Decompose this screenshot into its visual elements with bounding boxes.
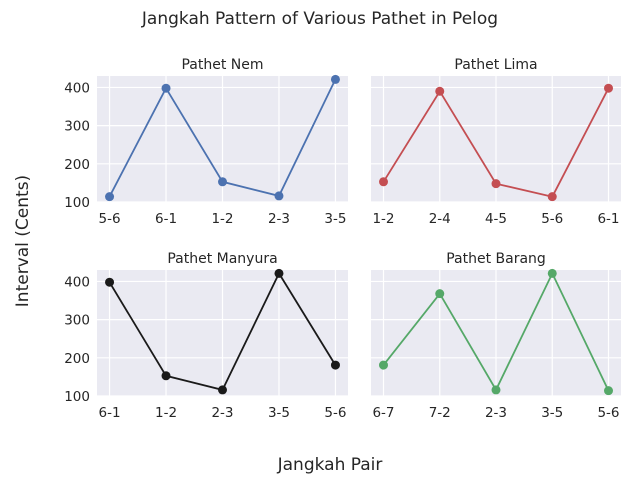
x-tick-label: 3-5	[541, 405, 563, 421]
y-tick-label: 100	[64, 195, 90, 211]
x-tick-label: 5-6	[99, 211, 121, 227]
x-tick-label: 1-2	[372, 211, 394, 227]
y-tick-label: 400	[64, 80, 90, 96]
data-point	[161, 83, 171, 93]
data-point	[491, 179, 501, 189]
data-point	[218, 385, 227, 395]
data-point	[547, 192, 557, 202]
x-tick-label: 2-4	[429, 211, 451, 227]
data-point	[491, 385, 501, 395]
subplot-title: Pathet Lima	[454, 57, 537, 73]
data-point	[379, 360, 388, 370]
subplot-title: Pathet Nem	[181, 57, 263, 73]
y-tick-label: 300	[64, 119, 90, 135]
y-tick-label: 400	[64, 274, 90, 290]
x-tick-label: 4-5	[485, 211, 507, 227]
subplot-title: Pathet Barang	[446, 251, 546, 267]
y-tick-label: 300	[64, 313, 90, 329]
x-tick-label: 5-6	[324, 405, 346, 421]
data-point	[105, 192, 115, 202]
x-tick-label: 5-6	[597, 405, 619, 421]
data-point	[330, 360, 340, 370]
subplot-3: 100 200 300 400 6-1 1-2 2-3 3-5 5-6 Pathet Manyur…	[64, 251, 348, 421]
data-point	[379, 177, 388, 187]
x-tick-label: 6-1	[99, 405, 121, 421]
data-point	[604, 83, 613, 93]
x-tick-label: 7-2	[429, 405, 451, 421]
x-tick-label: 2-3	[485, 405, 507, 421]
figure-title: Jangkah Pattern of Various Pathet in Pel…	[141, 9, 498, 29]
subplot-4: 6-7 7-2 2-3 3-5 5-6 Pathet Barang	[371, 251, 621, 421]
data-point	[105, 277, 115, 287]
x-tick-label: 6-1	[155, 211, 177, 227]
x-tick-label: 6-7	[372, 405, 394, 421]
x-tick-label: 6-1	[597, 211, 619, 227]
y-tick-label: 200	[64, 351, 90, 367]
x-tick-label: 1-2	[211, 211, 233, 227]
data-point	[435, 289, 445, 299]
data-point	[274, 268, 284, 278]
x-tick-label: 1-2	[155, 405, 177, 421]
data-point	[547, 268, 557, 278]
figure-xlabel: Jangkah Pair	[277, 455, 383, 475]
data-point	[274, 191, 284, 201]
y-tick-label: 200	[64, 157, 90, 173]
subplot-title: Pathet Manyura	[167, 251, 277, 267]
data-point	[435, 86, 445, 96]
x-tick-label: 3-5	[324, 211, 346, 227]
data-point	[604, 386, 613, 396]
subplot-1: 100 200 300 400 5-6 6-1 1-2 2-3 3-5 Pathet Nem	[64, 57, 348, 227]
x-tick-label: 5-6	[541, 211, 563, 227]
figure-ylabel: Interval (Cents)	[13, 175, 33, 307]
x-tick-label: 2-3	[211, 405, 233, 421]
data-point	[218, 177, 227, 187]
subplot-2: 1-2 2-4 4-5 5-6 6-1 Pathet Lima	[371, 57, 621, 227]
x-tick-label: 3-5	[268, 405, 290, 421]
subplot-panels: 100 200 300 400 5-6 6-1 1-2 2-3 3-5 Pathet Nem 1-2…	[64, 57, 621, 421]
data-point	[330, 74, 340, 84]
x-tick-label: 2-3	[268, 211, 290, 227]
y-tick-label: 100	[64, 389, 90, 405]
data-point	[161, 371, 171, 381]
